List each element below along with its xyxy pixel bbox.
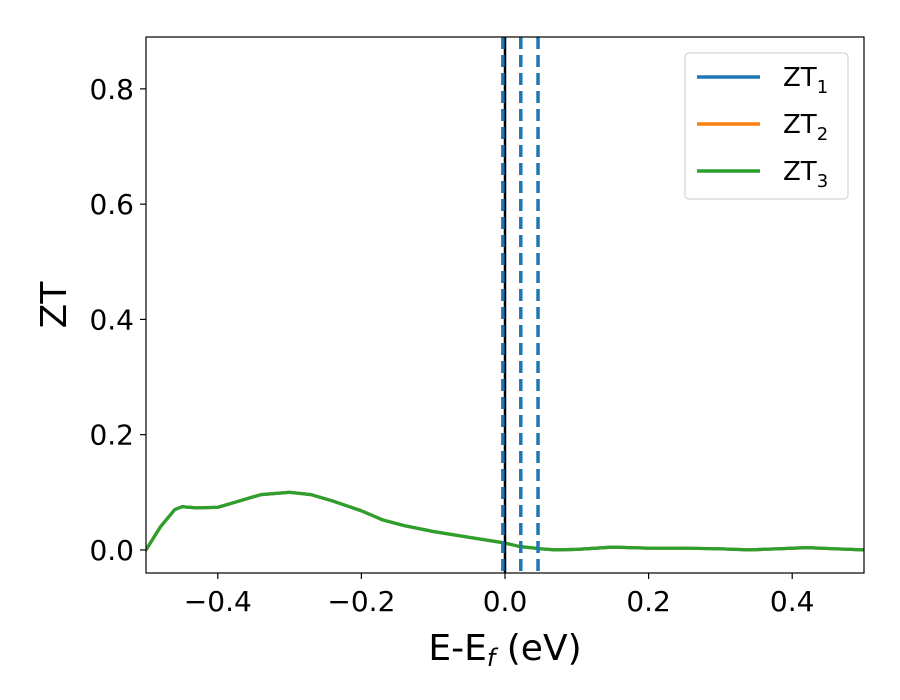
legend-box (684, 52, 849, 200)
legend-label-2: ZT2 (783, 110, 828, 145)
x-tick-label: −0.2 (327, 585, 395, 618)
series-line-3 (146, 490, 864, 552)
x-tick-label: 0.0 (483, 585, 528, 618)
plot-area (146, 37, 864, 573)
legend-label-3: ZT3 (783, 157, 828, 192)
y-axis-title: ZT (34, 281, 75, 329)
legend: ZT1 ZT2 ZT3 (684, 52, 849, 200)
axis-ticks: −0.4 −0.2 0.0 0.2 0.4 0.0 0.2 0.4 0.6 0.8 (89, 73, 814, 618)
y-tick-label: 0.0 (89, 534, 134, 567)
x-tick-label: 0.4 (770, 585, 815, 618)
x-axis-title: E-Ef (eV) (428, 628, 581, 672)
x-tick-label: −0.4 (184, 585, 252, 618)
y-tick-label: 0.6 (89, 188, 134, 221)
y-tick-label: 0.4 (89, 303, 134, 336)
x-tick-label: 0.2 (626, 585, 671, 618)
axes-frame (145, 36, 865, 574)
legend-label-1: ZT1 (783, 63, 828, 98)
y-tick-label: 0.2 (89, 419, 134, 452)
y-tick-label: 0.8 (89, 73, 134, 106)
